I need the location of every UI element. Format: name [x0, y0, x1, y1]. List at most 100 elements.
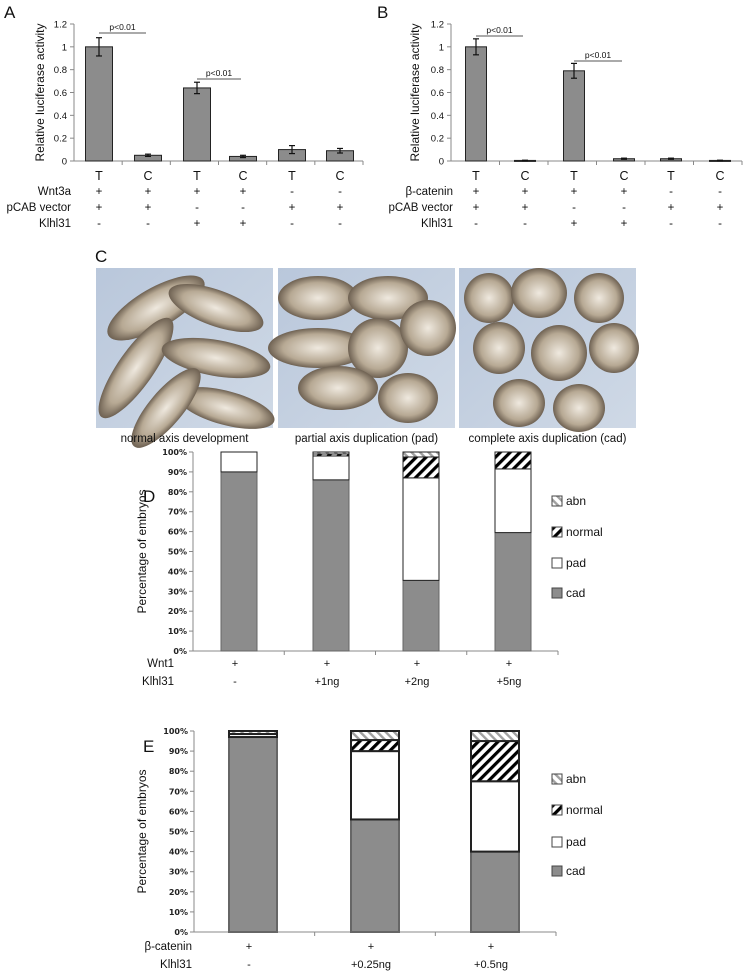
condition-value: +	[717, 202, 724, 214]
bar-segment-cad	[470, 850, 520, 933]
bar-chart-b: 0 0.2 0.4 0.6 0.8 1 1.2 Relative luciferase act…	[388, 20, 743, 230]
y-axis-label: Percentage of embryos	[135, 489, 149, 613]
condition-value: -	[622, 202, 626, 214]
legend-swatch-normal	[551, 804, 563, 816]
legend-label: cad	[566, 864, 585, 878]
charts: 0 0.2 0.4 0.6 0.8 1 1.2 Relative luciferase act…	[6, 20, 743, 971]
bar-segment-abn	[470, 730, 520, 743]
condition-label: pCAB vector	[6, 202, 71, 214]
x-category-label: C	[520, 169, 529, 183]
condition-label: Klhl31	[142, 676, 174, 688]
bar-segment-cad	[220, 471, 258, 652]
bar-segment-cad	[228, 736, 278, 934]
condition-value: -	[718, 186, 722, 198]
embryo-photo	[268, 268, 456, 428]
bar-segment-cad	[350, 818, 400, 933]
embryo	[131, 368, 201, 448]
bar-segment-abn	[402, 451, 440, 458]
y-tick-label: 0.8	[54, 65, 67, 76]
embryo-photo	[96, 268, 275, 448]
bar-segment-pad	[494, 468, 532, 534]
y-axis-label: Relative luciferase activity	[408, 23, 422, 161]
condition-value: -	[338, 186, 342, 198]
condition-value: +	[145, 186, 152, 198]
y-tick-label: 50%	[169, 828, 188, 837]
significance-label: p<0.01	[206, 68, 233, 78]
panel-label-b: B	[377, 3, 388, 22]
photo-caption: partial axis duplication (pad)	[295, 433, 438, 445]
embryo	[589, 323, 639, 373]
condition-label: β-catenin	[405, 186, 453, 198]
embryo	[511, 268, 567, 318]
x-category-label: T	[570, 169, 578, 183]
y-tick-label: 70%	[168, 508, 187, 517]
condition-value: -	[718, 218, 722, 230]
legend-label: normal	[566, 803, 603, 817]
y-tick-label: 0	[439, 157, 444, 168]
panel-label-c: C	[95, 247, 107, 266]
embryo	[168, 283, 264, 333]
legend-label: cad	[566, 586, 585, 600]
condition-value: +	[240, 218, 247, 230]
condition-value: +	[414, 658, 420, 670]
condition-value: -	[247, 959, 251, 971]
stacked-bar-chart-d: 0% 10% 20% 30% 40% 50% 60% 70% 80% 90% 100% Percent…	[135, 448, 603, 688]
y-tick-label: 70%	[169, 787, 188, 796]
embryo-photo	[459, 268, 639, 432]
y-tick-label: 90%	[168, 468, 187, 477]
condition-value: +	[324, 658, 330, 670]
condition-value: +	[473, 186, 480, 198]
y-tick-label: 0%	[173, 647, 187, 656]
embryo	[268, 328, 368, 368]
x-category-label: T	[193, 169, 201, 183]
condition-value: -	[97, 218, 101, 230]
y-tick-label: 50%	[168, 548, 187, 557]
legend-swatch-cad	[551, 865, 563, 877]
embryo	[378, 373, 438, 423]
y-tick-label: 0.4	[431, 111, 444, 122]
condition-value: -	[195, 202, 199, 214]
condition-value: -	[474, 218, 478, 230]
embryo	[553, 384, 605, 432]
bar-chart-a: 0 0.2 0.4 0.6 0.8 1 1.2 Relative luciferase act…	[6, 20, 364, 230]
condition-value: -	[523, 218, 527, 230]
condition-value: -	[146, 218, 150, 230]
embryo	[298, 366, 378, 410]
significance-label: p<0.01	[109, 22, 136, 32]
condition-value: +	[571, 218, 578, 230]
y-tick-label: 60%	[168, 528, 187, 537]
bar-segment-pad	[312, 455, 350, 481]
condition-value: +	[621, 186, 628, 198]
condition-value: +	[232, 658, 238, 670]
legend-swatch-cad	[551, 587, 563, 599]
photo-caption: normal axis development	[121, 433, 250, 445]
condition-value: +	[246, 941, 252, 953]
panel-label-e: E	[143, 737, 154, 756]
condition-value: -	[290, 218, 294, 230]
y-axis-label: Percentage of embryos	[135, 769, 149, 893]
y-tick-label: 0%	[174, 928, 188, 937]
condition-value: +	[145, 202, 152, 214]
condition-value: -	[338, 218, 342, 230]
condition-value: +	[289, 202, 296, 214]
condition-value: -	[669, 218, 673, 230]
embryo	[400, 300, 456, 356]
y-tick-label: 1.2	[431, 20, 444, 31]
legend-label: normal	[566, 525, 603, 539]
condition-label: Klhl31	[421, 218, 453, 230]
y-tick-label: 10%	[168, 627, 187, 636]
y-tick-label: 0	[62, 157, 67, 168]
x-category-label: T	[667, 169, 675, 183]
legend-swatch-abn	[551, 495, 563, 507]
bar	[465, 46, 487, 162]
bar-segment-abn	[350, 730, 400, 742]
condition-value: +	[337, 202, 344, 214]
condition-value: +	[96, 202, 103, 214]
condition-label: Klhl31	[160, 959, 192, 971]
condition-value: -	[233, 676, 237, 688]
condition-value: +	[571, 186, 578, 198]
legend-swatch-abn	[551, 773, 563, 785]
y-tick-label: 0.6	[431, 88, 444, 99]
condition-value: +	[194, 186, 201, 198]
